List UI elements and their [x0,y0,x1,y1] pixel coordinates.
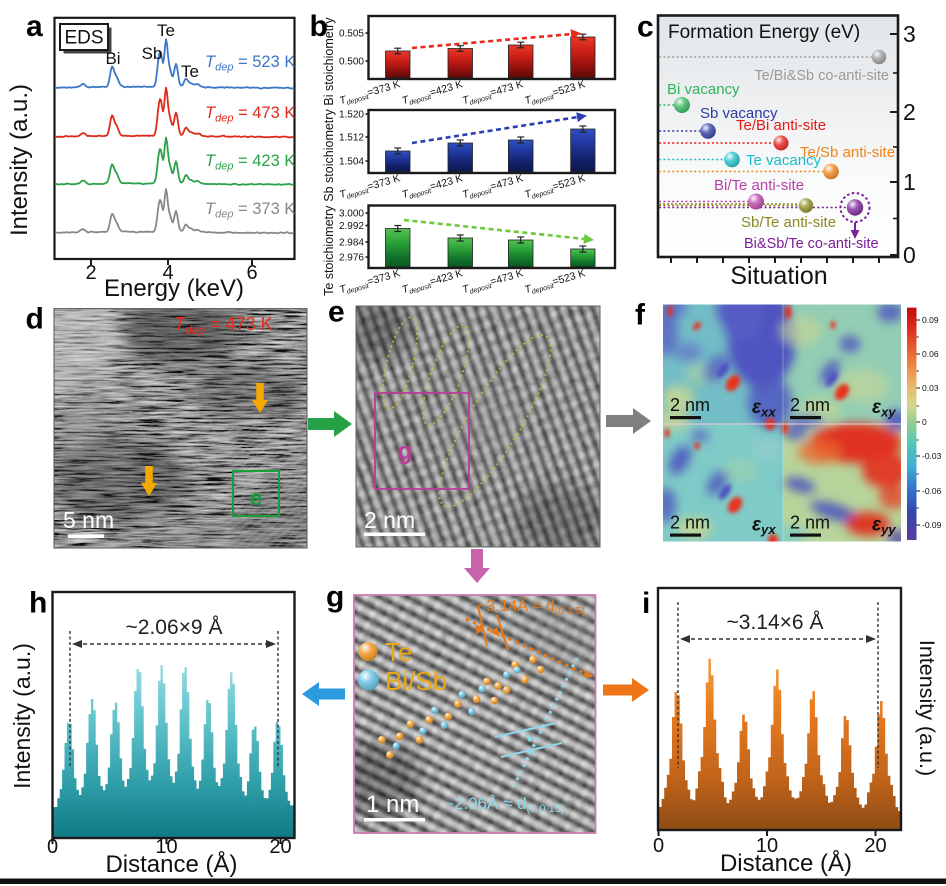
svg-text:2: 2 [903,99,916,125]
svg-text:0.09: 0.09 [922,315,939,325]
svg-text:f: f [635,299,646,332]
svg-text:2 nm: 2 nm [790,513,830,533]
svg-text:20: 20 [269,836,291,858]
svg-text:g: g [326,581,344,614]
svg-text:Te/Bi anti-site: Te/Bi anti-site [736,117,826,134]
svg-text:e: e [328,296,345,329]
svg-text:2.976: 2.976 [339,253,364,264]
svg-text:Tdep = 523 K: Tdep = 523 K [205,53,295,74]
svg-text:Te vacancy: Te vacancy [746,152,822,169]
svg-text:Bi stoichiometry: Bi stoichiometry [322,17,336,106]
svg-text:3.000: 3.000 [339,209,364,220]
svg-text:2 nm: 2 nm [670,513,710,533]
svg-text:g: g [398,438,413,465]
svg-text:0: 0 [47,836,58,858]
svg-text:1.520: 1.520 [339,110,364,121]
svg-text:Intensity (a.u.): Intensity (a.u.) [915,640,939,776]
svg-text:-0.03: -0.03 [922,451,942,461]
svg-text:Distance (Å): Distance (Å) [105,850,237,878]
svg-text:20: 20 [864,835,886,857]
svg-text:c: c [637,11,654,44]
svg-text:Bi: Bi [105,49,120,68]
svg-text:Sb stoichiometry: Sb stoichiometry [322,109,336,202]
svg-text:a: a [26,10,43,43]
svg-text:~3.14×6 Å: ~3.14×6 Å [727,611,824,634]
svg-text:0: 0 [903,242,916,268]
svg-text:10: 10 [756,835,778,857]
svg-text:2.992: 2.992 [339,221,364,232]
svg-text:Te: Te [385,637,412,667]
svg-text:0.505: 0.505 [339,29,364,40]
svg-text:Te/Bi&Sb co-anti-site: Te/Bi&Sb co-anti-site [754,68,889,84]
svg-text:Te: Te [181,62,199,81]
svg-text:EDS: EDS [64,28,103,49]
svg-text:Bi vacancy: Bi vacancy [667,81,740,98]
svg-text:Intensity (a.u.): Intensity (a.u.) [9,643,35,789]
svg-text:Bi/Sb: Bi/Sb [385,666,447,696]
svg-text:0.500: 0.500 [339,57,364,68]
svg-text:1: 1 [903,169,916,195]
svg-text:Tdep = 473 K: Tdep = 473 K [174,314,273,337]
svg-text:Te: Te [157,21,175,40]
svg-text:5 nm: 5 nm [63,507,114,533]
svg-text:-0.09: -0.09 [922,520,942,530]
svg-text:1.504: 1.504 [339,157,364,168]
svg-text:i: i [642,587,650,620]
svg-text:2.984: 2.984 [339,238,364,249]
svg-text:1.512: 1.512 [339,133,364,144]
svg-text:e: e [250,485,262,510]
svg-text:1 nm: 1 nm [366,791,419,818]
svg-text:3: 3 [903,21,916,47]
svg-text:Sb vacancy: Sb vacancy [700,105,778,122]
svg-text:Formation Energy (eV): Formation Energy (eV) [668,22,860,43]
svg-text:Distance (Å): Distance (Å) [720,849,852,877]
svg-text:h: h [29,587,47,620]
svg-text:Bi&Sb/Te co-anti-site: Bi&Sb/Te co-anti-site [744,236,879,252]
svg-text:2: 2 [85,262,96,284]
svg-text:2 nm: 2 nm [790,395,830,415]
svg-text:Te/Sb anti-site: Te/Sb anti-site [800,144,895,161]
svg-text:~2.06×9 Å: ~2.06×9 Å [126,616,223,639]
svg-text:Sb: Sb [142,44,163,63]
svg-text:Energy (keV): Energy (keV) [104,275,244,302]
svg-text:0: 0 [653,835,664,857]
svg-text:-0.06: -0.06 [922,486,942,496]
svg-text:0.06: 0.06 [922,349,939,359]
svg-text:Sb/Te anti-site: Sb/Te anti-site [741,214,836,231]
svg-text:0: 0 [922,417,927,427]
svg-text:0.03: 0.03 [922,383,939,393]
svg-text:2 nm: 2 nm [670,395,710,415]
svg-text:10: 10 [155,836,177,858]
svg-text:Situation: Situation [730,262,827,290]
svg-text:b: b [310,10,328,43]
svg-text:Intensity (a.u.): Intensity (a.u.) [6,84,33,236]
svg-text:d: d [26,303,44,336]
svg-text:6: 6 [246,262,257,284]
svg-text:4: 4 [162,262,173,284]
svg-text:2 nm: 2 nm [364,507,415,533]
svg-text:Bi/Te anti-site: Bi/Te anti-site [714,177,804,194]
svg-text:Te stoichiometry: Te stoichiometry [322,205,336,296]
